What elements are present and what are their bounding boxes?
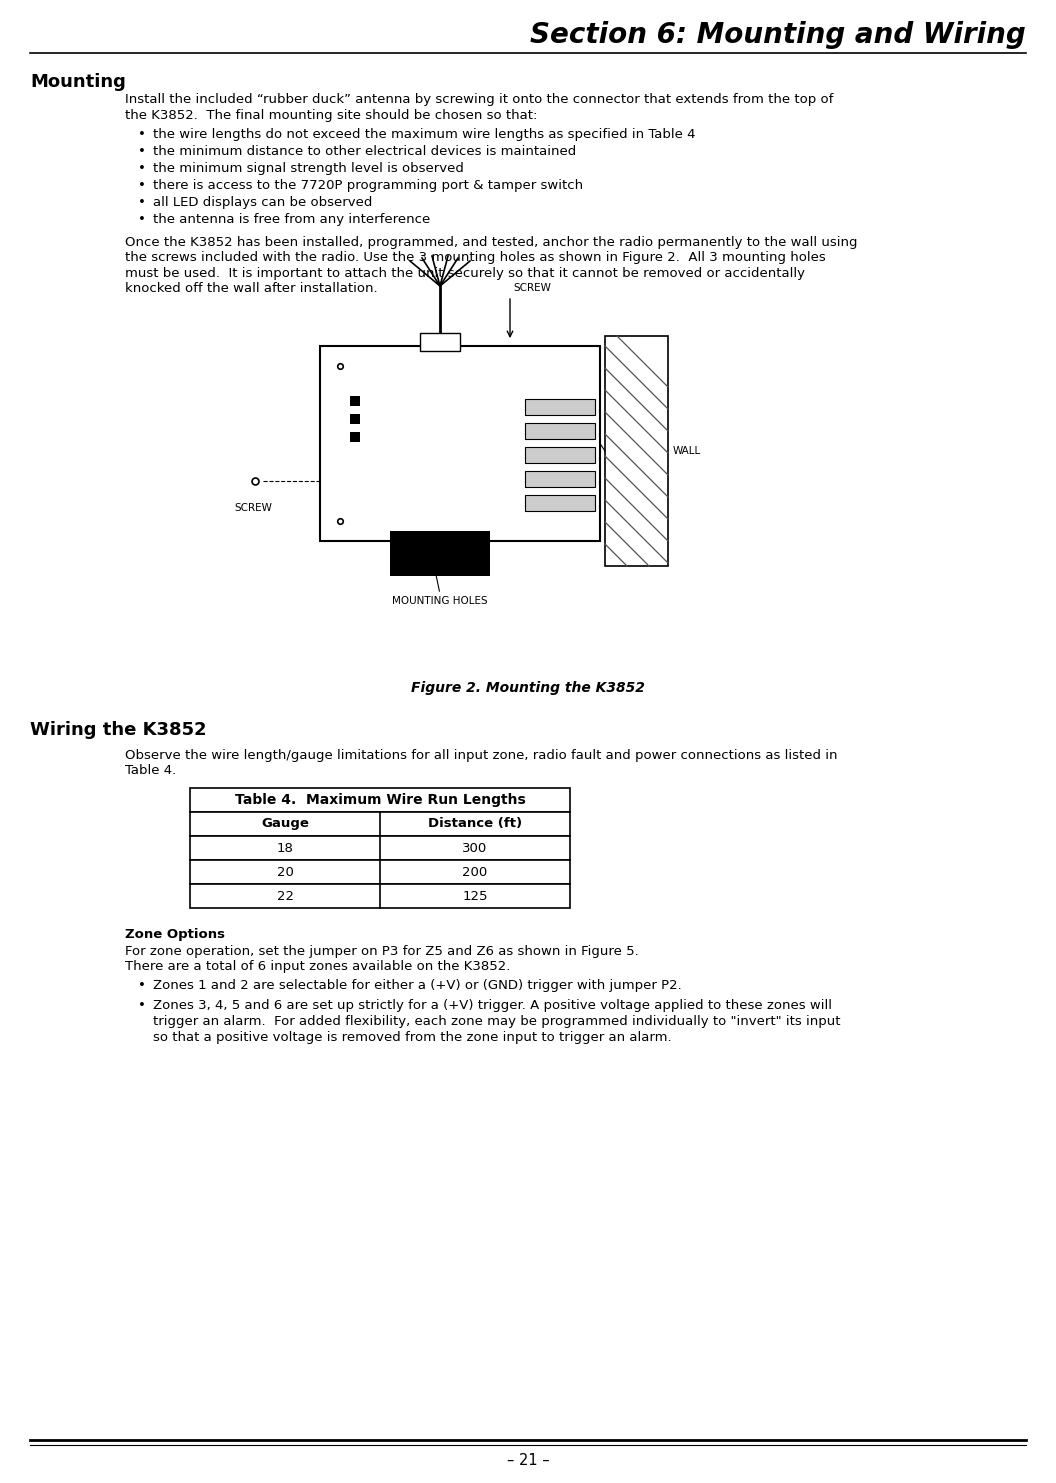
Text: trigger an alarm.  For added flexibility, each zone may be programmed individual: trigger an alarm. For added flexibility,…: [153, 1014, 841, 1028]
Text: Gauge: Gauge: [261, 817, 309, 830]
Text: Section 6: Mounting and Wiring: Section 6: Mounting and Wiring: [530, 21, 1026, 49]
Text: the minimum signal strength level is observed: the minimum signal strength level is obs…: [153, 162, 464, 175]
Text: must be used.  It is important to attach the unit securely so that it cannot be : must be used. It is important to attach …: [125, 267, 805, 280]
Text: – 21 –: – 21 –: [507, 1453, 549, 1468]
Text: 18: 18: [277, 841, 294, 854]
Bar: [190, 787, 570, 813]
Text: there is access to the 7720P programming port & tamper switch: there is access to the 7720P programming…: [153, 179, 583, 191]
Text: Once the K3852 has been installed, programmed, and tested, anchor the radio perm: Once the K3852 has been installed, progr…: [125, 236, 857, 249]
Text: •: •: [138, 128, 146, 141]
Text: the K3852.  The final mounting site should be chosen so that:: the K3852. The final mounting site shoul…: [125, 108, 538, 122]
Bar: [350, 396, 360, 406]
Text: •: •: [138, 179, 146, 191]
Text: Mounting: Mounting: [30, 73, 126, 90]
Text: 300: 300: [463, 841, 488, 854]
Text: •: •: [138, 214, 146, 225]
Text: Install the included “rubber duck” antenna by screwing it onto the connector tha: Install the included “rubber duck” anten…: [125, 93, 833, 105]
Bar: [525, 399, 595, 415]
Text: •: •: [138, 162, 146, 175]
Bar: [525, 495, 595, 512]
Bar: [190, 884, 570, 908]
Text: Distance (ft): Distance (ft): [428, 817, 522, 830]
Bar: [350, 414, 360, 424]
Text: 20: 20: [277, 866, 294, 878]
Bar: [320, 346, 600, 541]
Bar: [190, 860, 570, 884]
Bar: [350, 432, 360, 442]
Text: all LED displays can be observed: all LED displays can be observed: [153, 196, 373, 209]
Text: SCREW: SCREW: [234, 503, 272, 513]
Text: the wire lengths do not exceed the maximum wire lengths as specified in Table 4: the wire lengths do not exceed the maxim…: [153, 128, 696, 141]
Bar: [525, 423, 595, 439]
Text: Figure 2. Mounting the K3852: Figure 2. Mounting the K3852: [411, 681, 645, 696]
Text: WALL: WALL: [673, 446, 701, 455]
Text: 22: 22: [277, 890, 294, 903]
Text: •: •: [138, 196, 146, 209]
Text: SCREW: SCREW: [513, 283, 551, 294]
Text: •: •: [138, 979, 146, 992]
Text: MOUNTING HOLES: MOUNTING HOLES: [392, 596, 488, 607]
Bar: [190, 836, 570, 860]
Bar: [605, 337, 668, 567]
Bar: [525, 446, 595, 463]
Text: There are a total of 6 input zones available on the K3852.: There are a total of 6 input zones avail…: [125, 960, 510, 973]
Text: Zone Options: Zone Options: [125, 928, 225, 942]
Text: Table 4.  Maximum Wire Run Lengths: Table 4. Maximum Wire Run Lengths: [234, 793, 526, 807]
Text: the minimum distance to other electrical devices is maintained: the minimum distance to other electrical…: [153, 145, 577, 159]
Text: knocked off the wall after installation.: knocked off the wall after installation.: [125, 282, 378, 295]
Text: the antenna is free from any interference: the antenna is free from any interferenc…: [153, 214, 430, 225]
Text: so that a positive voltage is removed from the zone input to trigger an alarm.: so that a positive voltage is removed fr…: [153, 1031, 672, 1044]
Bar: [190, 813, 570, 836]
Text: Table 4.: Table 4.: [125, 765, 176, 777]
Bar: [525, 472, 595, 486]
Text: Zones 1 and 2 are selectable for either a (+V) or (GND) trigger with jumper P2.: Zones 1 and 2 are selectable for either …: [153, 979, 682, 992]
Text: For zone operation, set the jumper on P3 for Z5 and Z6 as shown in Figure 5.: For zone operation, set the jumper on P3…: [125, 945, 639, 958]
Text: •: •: [138, 145, 146, 159]
Text: 125: 125: [463, 890, 488, 903]
Text: •: •: [138, 1000, 146, 1013]
Text: 200: 200: [463, 866, 488, 878]
Text: the screws included with the radio. Use the 3 mounting holes as shown in Figure : the screws included with the radio. Use …: [125, 252, 826, 264]
Bar: [390, 531, 490, 575]
Text: Wiring the K3852: Wiring the K3852: [30, 721, 207, 739]
Bar: [420, 334, 460, 351]
Text: Zones 3, 4, 5 and 6 are set up strictly for a (+V) trigger. A positive voltage a: Zones 3, 4, 5 and 6 are set up strictly …: [153, 1000, 832, 1013]
Text: Observe the wire length/gauge limitations for all input zone, radio fault and po: Observe the wire length/gauge limitation…: [125, 749, 837, 762]
